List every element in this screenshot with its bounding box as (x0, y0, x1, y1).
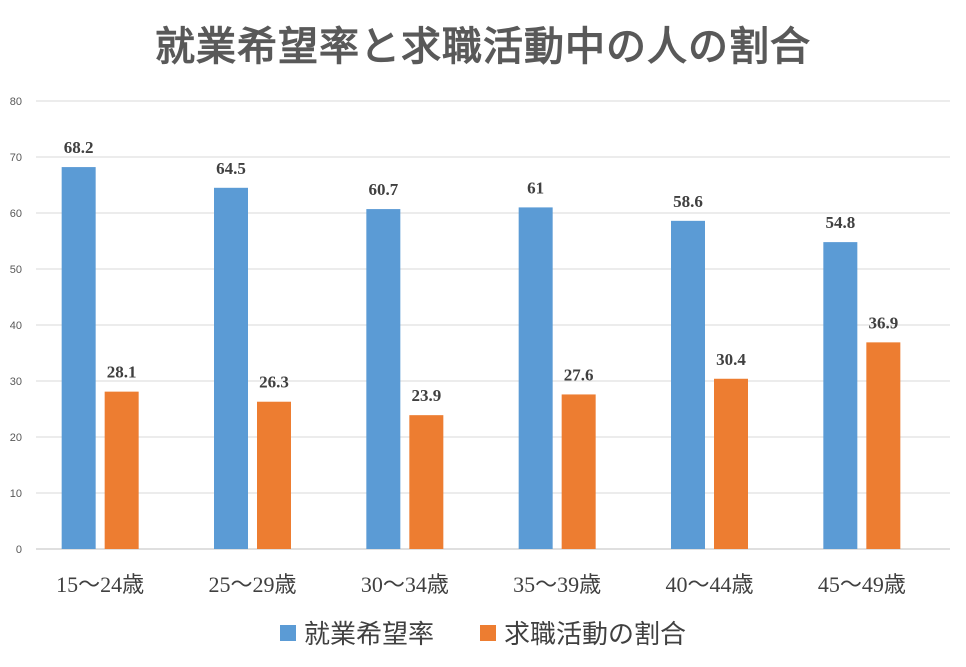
bar-1-3 (366, 209, 401, 549)
y-tick-label: 70 (10, 152, 22, 164)
y-tick-label: 20 (10, 432, 22, 444)
data-label: 61 (527, 178, 544, 197)
bar-1-6 (823, 242, 858, 549)
data-label: 26.3 (259, 373, 289, 392)
data-labels: 68.2 28.1 64.5 26.3 60.7 23.9 61 27.6 58.6 30.4 54… (64, 138, 898, 405)
legend-swatch-series-2 (480, 624, 496, 641)
bars (61, 167, 901, 550)
data-label: 68.2 (64, 138, 94, 157)
bar-1-4 (518, 207, 553, 549)
x-axis-categories: 15〜24歳 25〜29歳 30〜34歳 35〜39歳 40〜44歳 45〜49歳 (56, 572, 906, 597)
legend-item-series-2: 求職活動の割合 (480, 614, 686, 651)
y-tick-label: 80 (10, 96, 22, 108)
data-label: 28.1 (107, 363, 137, 382)
legend-label-series-2: 求職活動の割合 (504, 620, 687, 650)
bar-2-1 (104, 391, 139, 549)
bar-1-1 (61, 167, 96, 549)
legend-label-series-1: 就業希望率 (303, 620, 434, 650)
legend-item-series-1: 就業希望率 (279, 614, 434, 651)
bar-2-4 (561, 394, 596, 549)
x-category-label: 35〜39歳 (513, 572, 601, 597)
x-category-label: 40〜44歳 (665, 572, 753, 597)
data-label: 58.6 (673, 192, 703, 211)
gridlines (36, 100, 950, 550)
bar-2-2 (257, 401, 291, 549)
data-label: 23.9 (411, 386, 441, 405)
chart-title: 就業希望率と求職活動中の人の割合 (155, 24, 811, 70)
legend-swatch-series-1 (279, 624, 296, 641)
data-label: 64.5 (216, 159, 246, 178)
data-label: 54.8 (825, 213, 855, 232)
x-category-label: 15〜24歳 (56, 572, 144, 597)
x-category-label: 45〜49歳 (818, 572, 906, 597)
y-tick-label: 40 (10, 320, 22, 332)
data-label: 36.9 (868, 313, 898, 332)
bar-2-5 (714, 378, 748, 549)
y-tick-label: 0 (16, 544, 22, 556)
legend: 就業希望率 求職活動の割合 (0, 614, 966, 651)
bar-2-3 (409, 415, 444, 549)
bar-1-2 (214, 187, 248, 550)
y-tick-label: 50 (10, 264, 22, 276)
bar-2-6 (866, 342, 901, 549)
x-category-label: 30〜34歳 (361, 572, 449, 597)
y-axis-ticks: 0 10 20 30 40 50 60 70 80 (10, 96, 22, 556)
data-label: 30.4 (716, 350, 746, 369)
data-label: 60.7 (368, 180, 398, 199)
y-tick-label: 60 (10, 208, 22, 220)
y-tick-label: 30 (10, 376, 22, 388)
y-tick-label: 10 (10, 488, 22, 500)
x-category-label: 25〜29歳 (208, 572, 296, 597)
data-label: 27.6 (564, 365, 594, 384)
bar-1-5 (671, 220, 705, 549)
